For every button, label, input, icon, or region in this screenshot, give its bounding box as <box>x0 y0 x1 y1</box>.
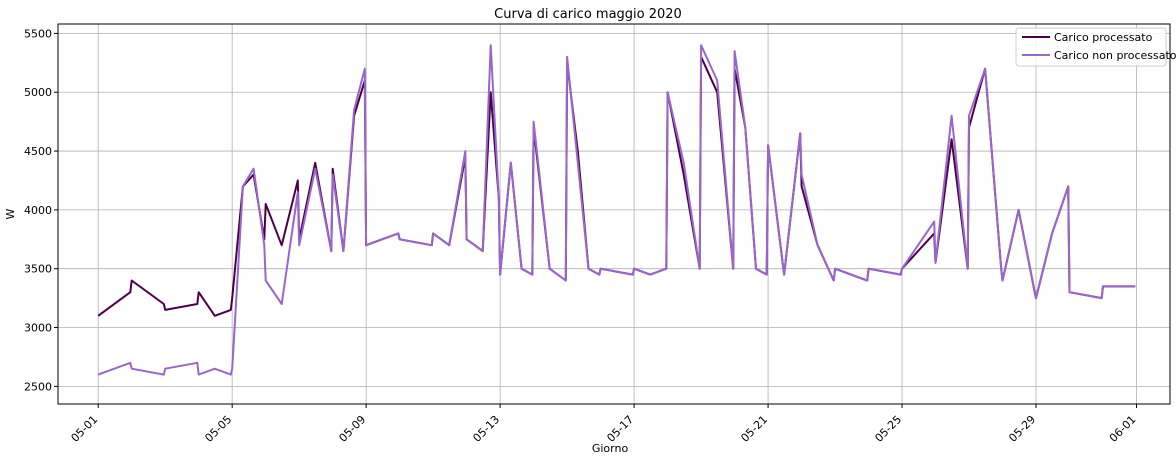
series-line-1 <box>97 44 1136 376</box>
chart-title: Curva di carico maggio 2020 <box>494 7 682 22</box>
y-axis: 2500 3000 3500 4000 4500 5000 5500 <box>24 27 58 393</box>
y-tick-label: 3000 <box>24 322 52 335</box>
legend: Carico processato Carico non processato <box>1015 27 1176 67</box>
y-tick-label: 3500 <box>24 263 52 276</box>
y-tick-label: 5000 <box>24 86 52 99</box>
y-tick-label: 2500 <box>24 380 52 393</box>
legend-label-processed: Carico processato <box>1054 31 1153 44</box>
y-tick-label: 4500 <box>24 145 52 158</box>
legend-box <box>1015 27 1167 67</box>
y-tick-label: 4000 <box>24 204 52 217</box>
plot-frame <box>57 23 1171 405</box>
legend-label-unprocessed: Carico non processato <box>1054 49 1176 62</box>
series-layer <box>97 44 1136 376</box>
x-axis-label: Giorno <box>592 442 629 455</box>
y-axis-label: W <box>4 208 17 219</box>
y-tick-label: 5500 <box>24 27 52 40</box>
